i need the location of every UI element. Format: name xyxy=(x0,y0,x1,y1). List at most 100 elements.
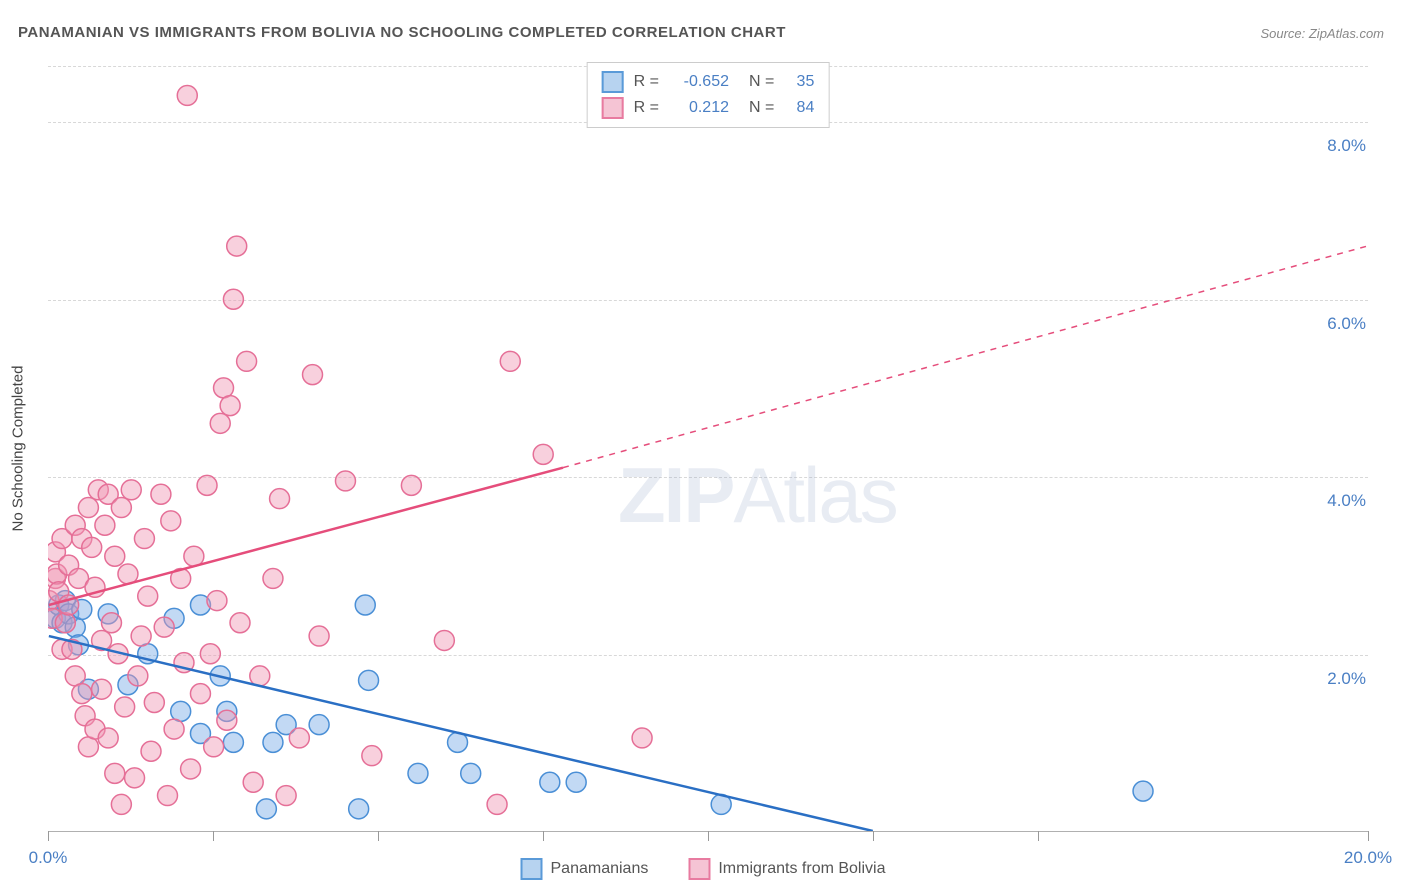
data-point xyxy=(115,697,135,717)
data-point xyxy=(181,759,201,779)
legend-swatch xyxy=(602,97,624,119)
data-point xyxy=(263,568,283,588)
x-tick-label: 0.0% xyxy=(29,848,68,868)
x-tick xyxy=(708,831,709,841)
data-point xyxy=(190,684,210,704)
data-point xyxy=(101,613,121,633)
n-label: N = xyxy=(749,99,774,117)
data-point xyxy=(200,644,220,664)
data-point xyxy=(500,351,520,371)
data-point xyxy=(309,715,329,735)
data-point xyxy=(207,591,227,611)
data-point xyxy=(141,741,161,761)
data-point xyxy=(131,626,151,646)
data-point xyxy=(125,768,145,788)
data-point xyxy=(55,613,75,633)
data-point xyxy=(65,666,85,686)
x-tick xyxy=(1368,831,1369,841)
data-point xyxy=(151,484,171,504)
x-tick xyxy=(1038,831,1039,841)
n-value: 35 xyxy=(784,73,814,91)
bottom-legend-item: Immigrants from Bolivia xyxy=(688,858,885,880)
data-point xyxy=(154,617,174,637)
trend-line-dashed xyxy=(563,246,1367,468)
data-point xyxy=(223,289,243,309)
legend-stats-row: R = 0.212 N = 84 xyxy=(602,95,815,121)
r-value: 0.212 xyxy=(669,99,729,117)
data-point xyxy=(250,666,270,686)
legend-swatch xyxy=(602,71,624,93)
data-point xyxy=(177,85,197,105)
x-tick-label: 20.0% xyxy=(1344,848,1392,868)
data-point xyxy=(227,236,247,256)
data-point xyxy=(223,732,243,752)
data-point xyxy=(540,772,560,792)
data-point xyxy=(487,794,507,814)
data-point xyxy=(237,351,257,371)
data-point xyxy=(138,586,158,606)
data-point xyxy=(105,546,125,566)
data-point xyxy=(98,728,118,748)
data-point xyxy=(164,719,184,739)
data-point xyxy=(230,613,250,633)
r-label: R = xyxy=(634,99,659,117)
data-point xyxy=(158,786,178,806)
n-label: N = xyxy=(749,73,774,91)
data-point xyxy=(171,701,191,721)
data-point xyxy=(78,498,98,518)
x-tick xyxy=(213,831,214,841)
r-value: -0.652 xyxy=(669,73,729,91)
data-point xyxy=(78,737,98,757)
data-point xyxy=(134,529,154,549)
x-tick xyxy=(873,831,874,841)
legend-swatch xyxy=(521,858,543,880)
data-point xyxy=(276,786,296,806)
chart-title: PANAMANIAN VS IMMIGRANTS FROM BOLIVIA NO… xyxy=(18,24,786,41)
data-point xyxy=(566,772,586,792)
legend-stats-box: R = -0.652 N = 35 R = 0.212 N = 84 xyxy=(587,62,830,128)
data-point xyxy=(92,679,112,699)
data-point xyxy=(95,515,115,535)
data-point xyxy=(289,728,309,748)
data-point xyxy=(1133,781,1153,801)
data-point xyxy=(256,799,276,819)
data-point xyxy=(303,365,323,385)
bottom-legend-label: Panamanians xyxy=(551,860,649,878)
data-point xyxy=(105,763,125,783)
data-point xyxy=(270,489,290,509)
source-label: Source: ZipAtlas.com xyxy=(1260,26,1384,41)
data-point xyxy=(197,475,217,495)
data-point xyxy=(82,537,102,557)
data-point xyxy=(121,480,141,500)
bottom-legend-label: Immigrants from Bolivia xyxy=(718,860,885,878)
legend-stats-row: R = -0.652 N = 35 xyxy=(602,69,815,95)
bottom-legend: Panamanians Immigrants from Bolivia xyxy=(521,858,886,880)
data-point xyxy=(309,626,329,646)
data-point xyxy=(533,444,553,464)
data-point xyxy=(362,746,382,766)
data-point xyxy=(632,728,652,748)
plot-svg xyxy=(48,60,1368,831)
data-point xyxy=(359,670,379,690)
x-tick xyxy=(543,831,544,841)
legend-swatch xyxy=(688,858,710,880)
data-point xyxy=(111,498,131,518)
data-point xyxy=(335,471,355,491)
data-point xyxy=(161,511,181,531)
data-point xyxy=(144,693,164,713)
data-point xyxy=(408,763,428,783)
n-value: 84 xyxy=(784,99,814,117)
x-tick xyxy=(378,831,379,841)
plot-area: R = -0.652 N = 35 R = 0.212 N = 84 ZIPAt… xyxy=(48,60,1368,832)
data-point xyxy=(128,666,148,686)
data-point xyxy=(210,413,230,433)
data-point xyxy=(401,475,421,495)
data-point xyxy=(434,630,454,650)
data-point xyxy=(111,794,131,814)
data-point xyxy=(349,799,369,819)
data-point xyxy=(204,737,224,757)
data-point xyxy=(355,595,375,615)
bottom-legend-item: Panamanians xyxy=(521,858,649,880)
data-point xyxy=(461,763,481,783)
data-point xyxy=(243,772,263,792)
